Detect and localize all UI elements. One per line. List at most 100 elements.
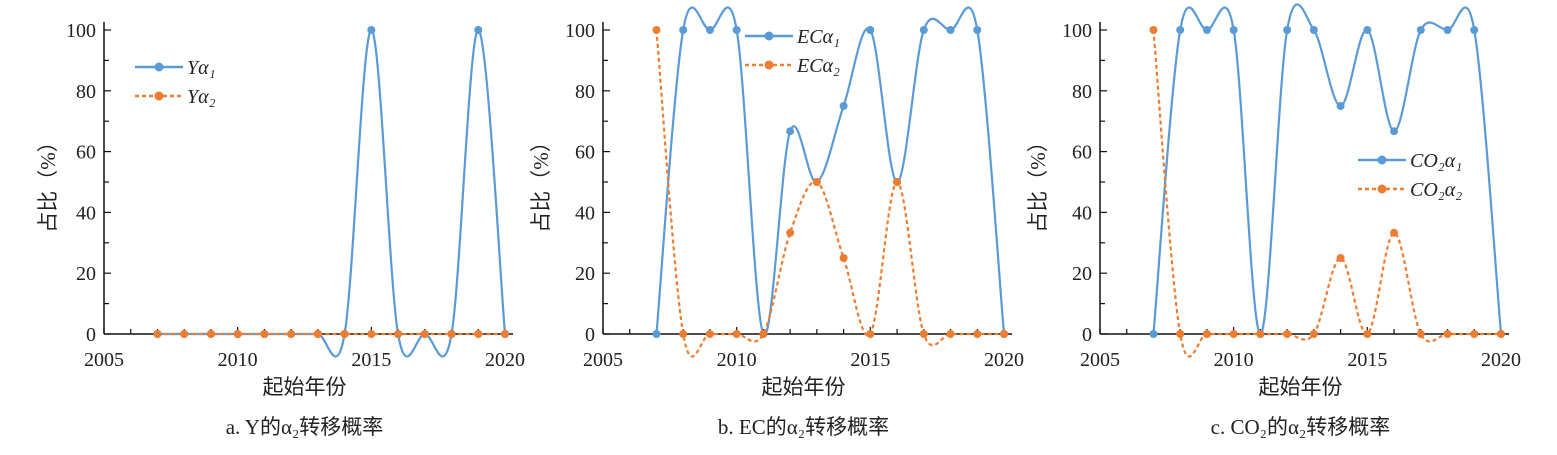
legend-marker	[764, 60, 774, 70]
data-point	[705, 26, 714, 34]
data-point	[1229, 26, 1238, 34]
x-tick-label: 2010	[1214, 349, 1254, 371]
x-axis-label: 起始年份	[263, 375, 347, 399]
data-point	[652, 330, 661, 338]
y-tick-label: 20	[1072, 263, 1092, 285]
data-point	[893, 178, 902, 186]
y-tick-label: 40	[76, 202, 96, 224]
data-point	[1497, 330, 1505, 338]
y-axis-label: 占比（%）	[529, 131, 553, 233]
data-point	[1000, 330, 1008, 338]
y-tick-label: 60	[575, 142, 595, 164]
x-tick-label: 2020	[485, 349, 525, 371]
data-point	[180, 330, 189, 338]
data-point	[1283, 26, 1292, 34]
data-point	[206, 330, 215, 338]
data-point	[812, 178, 821, 186]
data-point	[233, 330, 242, 338]
data-point	[839, 254, 848, 262]
data-point	[1416, 330, 1425, 338]
y-tick-label: 80	[575, 81, 595, 103]
x-tick-label: 2015	[850, 349, 890, 371]
data-point	[973, 26, 982, 34]
data-point	[1149, 26, 1158, 34]
y-tick-label: 20	[76, 263, 96, 285]
x-tick-label: 2010	[717, 349, 757, 371]
y-tick-label: 80	[76, 81, 96, 103]
data-point	[1309, 26, 1318, 34]
data-point	[973, 330, 982, 338]
data-point	[919, 330, 928, 338]
y-tick-label: 100	[66, 20, 96, 42]
chart-caption: b. EC的α₂转移概率	[718, 415, 889, 439]
data-point	[1443, 330, 1452, 338]
data-point	[732, 26, 741, 34]
legend-label: ECα₂	[796, 55, 840, 77]
data-point	[679, 330, 688, 338]
data-point	[1363, 330, 1372, 338]
data-point	[474, 26, 483, 34]
data-point	[447, 330, 456, 338]
y-axis-label: 占比（%）	[1026, 131, 1050, 233]
chart-panel-b: 0 20 40 60 80 100 2005 2010 2015 2020 起始年份 占比（%） b. …	[529, 6, 1024, 439]
x-tick-label: 2015	[351, 349, 391, 371]
data-point	[1176, 330, 1185, 338]
data-point	[1336, 102, 1345, 110]
x-tick-label: 2015	[1347, 349, 1387, 371]
data-point	[1390, 127, 1399, 136]
legend-marker	[1377, 184, 1387, 194]
y-tick-label: 20	[575, 263, 595, 285]
data-point	[732, 330, 741, 338]
chart-caption: a. Y的α₂转移概率	[226, 415, 384, 439]
y-tick-label: 40	[1072, 202, 1092, 224]
data-point	[287, 330, 296, 338]
data-point	[866, 26, 875, 34]
data-point	[1336, 254, 1345, 262]
data-point	[1363, 26, 1372, 34]
data-point	[394, 330, 403, 338]
data-point	[786, 228, 795, 237]
chart-panel-c: 0 20 40 60 80 100 2005 2010 2015 2020 起始年份 占比（%） c. …	[1026, 3, 1521, 439]
data-point	[652, 26, 661, 34]
y-tick-label: 60	[1072, 142, 1092, 164]
chart-caption: c. CO₂的α₂转移概率	[1211, 415, 1391, 439]
y-tick-label: 0	[86, 324, 96, 346]
y-tick-label: 40	[575, 202, 595, 224]
data-point	[367, 26, 376, 34]
legend-marker	[764, 31, 774, 41]
data-point	[919, 26, 928, 34]
y-tick-label: 80	[1072, 81, 1092, 103]
legend-label: Yα₂	[187, 86, 216, 108]
legend-label: Yα₁	[187, 57, 216, 79]
data-point	[420, 330, 429, 338]
data-point	[1416, 26, 1425, 34]
data-point	[1202, 26, 1211, 34]
data-point	[759, 330, 768, 338]
data-point	[340, 330, 349, 338]
chart-panel-a: 0 20 40 60 80 100 2005 2010 2015 2020 起始年份 占比（%） a. …	[36, 20, 525, 439]
data-point	[786, 127, 795, 136]
data-point	[705, 330, 714, 338]
legend-marker	[1377, 155, 1387, 165]
data-point	[1470, 330, 1479, 338]
series-line-2	[1152, 29, 1501, 358]
data-point	[153, 330, 162, 338]
legend-marker	[154, 62, 164, 72]
data-point	[946, 330, 955, 338]
data-point	[474, 330, 483, 338]
data-point	[1390, 228, 1399, 237]
data-point	[501, 330, 509, 338]
legend-marker	[154, 91, 164, 101]
y-tick-label: 60	[76, 142, 96, 164]
data-point	[1256, 330, 1265, 338]
y-tick-label: 0	[1082, 324, 1092, 346]
data-point	[1176, 26, 1185, 34]
y-axis-label: 占比（%）	[36, 131, 60, 233]
x-tick-label: 2005	[84, 349, 124, 371]
legend-label: ECα₁	[796, 26, 840, 48]
x-axis-label: 起始年份	[1259, 375, 1343, 399]
data-point	[1202, 330, 1211, 338]
x-axis-label: 起始年份	[762, 375, 846, 399]
y-tick-label: 100	[1062, 20, 1092, 42]
data-point	[1149, 330, 1158, 338]
